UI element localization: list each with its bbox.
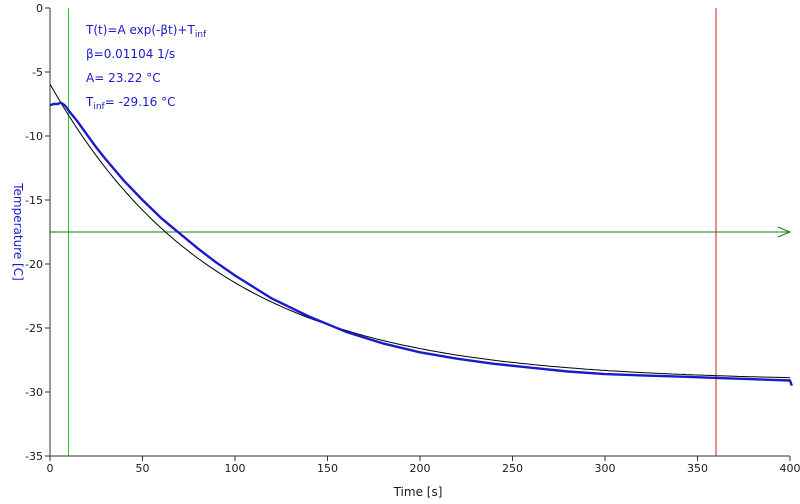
annotation-tinf-sub: inf <box>93 102 105 112</box>
x-tick-label: 150 <box>317 462 338 475</box>
marks-layer <box>49 8 793 456</box>
x-tick-label: 250 <box>502 462 523 475</box>
fit-curve <box>49 83 791 379</box>
x-tick-label: 100 <box>225 462 246 475</box>
x-ticks: 0 50 100 150 200 250 300 350 400 <box>47 456 800 475</box>
y-tick-label: -35 <box>25 450 43 463</box>
y-tick-label: -30 <box>25 386 43 399</box>
y-tick-label: -15 <box>25 194 43 207</box>
annotation-beta: β=0.01104 1/s <box>86 47 175 61</box>
y-tick-label: -25 <box>25 322 43 335</box>
y-tick-label: -10 <box>25 130 43 143</box>
x-tick-label: 50 <box>136 462 150 475</box>
y-axis-title: Temperature [C] <box>11 182 25 281</box>
x-tick-label: 300 <box>595 462 616 475</box>
x-tick-label: 0 <box>47 462 54 475</box>
annotation-formula-sub: inf <box>195 30 207 40</box>
x-tick-label: 200 <box>410 462 431 475</box>
series-line <box>49 101 793 386</box>
horizontal-marker-arrow <box>777 226 792 238</box>
x-tick-label: 400 <box>780 462 800 475</box>
y-tick-label: 0 <box>36 2 43 15</box>
annotation-formula: T(t)=A exp(-βt)+Tinf <box>85 23 207 40</box>
x-axis-title: Time [s] <box>393 485 443 499</box>
fit-annotation: T(t)=A exp(-βt)+Tinf β=0.01104 1/s A= 23… <box>85 23 207 112</box>
annotation-tinf: Tinf= -29.16 °C <box>85 95 175 112</box>
annotation-a: A= 23.22 °C <box>86 71 161 85</box>
y-ticks: 0 -5 -10 -15 -20 -25 -30 -35 <box>25 2 50 463</box>
y-tick-label: -5 <box>32 66 43 79</box>
y-tick-label: -20 <box>25 258 43 271</box>
x-tick-label: 350 <box>687 462 708 475</box>
